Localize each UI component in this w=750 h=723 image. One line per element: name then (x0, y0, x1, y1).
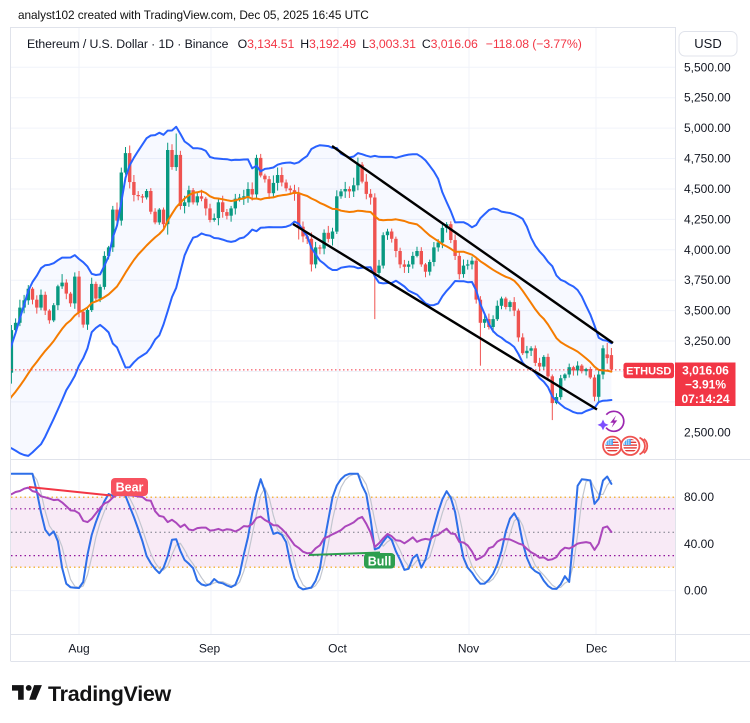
svg-text:80.00: 80.00 (684, 490, 714, 504)
svg-text:Bear: Bear (116, 481, 144, 495)
svg-text:07:14:24: 07:14:24 (681, 392, 729, 406)
svg-text:3,750.00: 3,750.00 (684, 273, 731, 287)
svg-text:Oct: Oct (328, 642, 347, 656)
svg-text:Nov: Nov (458, 642, 479, 656)
svg-text:ETHUSD: ETHUSD (626, 365, 671, 377)
svg-text:5,250.00: 5,250.00 (684, 91, 731, 105)
svg-text:3,500.00: 3,500.00 (684, 304, 731, 318)
svg-text:USD: USD (694, 36, 721, 51)
svg-text:4,000.00: 4,000.00 (684, 243, 731, 257)
svg-text:3,250.00: 3,250.00 (684, 334, 731, 348)
svg-text:3,016.06: 3,016.06 (682, 364, 729, 378)
svg-text:Aug: Aug (68, 642, 89, 656)
svg-text:0.00: 0.00 (684, 584, 708, 598)
svg-text:4,500.00: 4,500.00 (684, 182, 731, 196)
svg-text:analyst102 created with Tradin: analyst102 created with TradingView.com,… (18, 8, 369, 22)
svg-text:Sep: Sep (199, 642, 221, 656)
svg-text:4,250.00: 4,250.00 (684, 212, 731, 226)
svg-text:40.00: 40.00 (684, 537, 714, 551)
svg-text:5,000.00: 5,000.00 (684, 121, 731, 135)
svg-text:TradingView: TradingView (48, 682, 172, 706)
svg-text:Bull: Bull (368, 555, 392, 569)
svg-text:5,500.00: 5,500.00 (684, 60, 731, 74)
svg-text:4,750.00: 4,750.00 (684, 152, 731, 166)
svg-text:Dec: Dec (586, 642, 607, 656)
svg-text:2,500.00: 2,500.00 (684, 425, 731, 439)
svg-text:Ethereum / U.S. Dollar · 1D ·: Ethereum / U.S. Dollar · 1D · Binance O3… (27, 37, 582, 51)
svg-text:−3.91%: −3.91% (685, 378, 726, 392)
